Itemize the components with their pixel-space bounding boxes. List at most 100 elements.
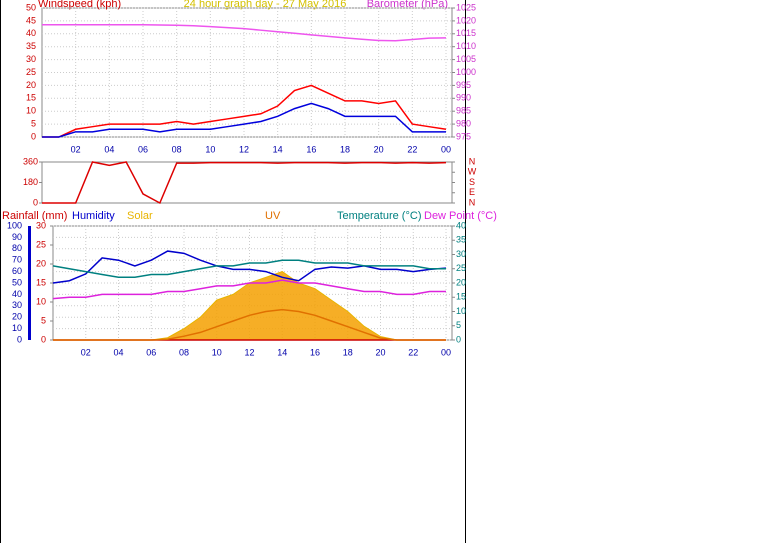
y-tick-label: 90 bbox=[12, 232, 22, 242]
x-tick-label: 02 bbox=[81, 347, 91, 357]
x-tick-label: 12 bbox=[239, 144, 249, 154]
x-tick-label: 04 bbox=[113, 347, 123, 357]
y-tick-label: 10 bbox=[12, 323, 22, 333]
x-tick-label: 16 bbox=[310, 347, 320, 357]
x-tick-label: 14 bbox=[273, 144, 283, 154]
y3-tick-label: 20 bbox=[36, 258, 46, 268]
y2-tick-label: 1020 bbox=[456, 15, 476, 25]
legend-label: Solar bbox=[127, 210, 153, 222]
x-tick-label: 18 bbox=[343, 347, 353, 357]
y2-tick-label: 30 bbox=[456, 249, 466, 259]
y2-tick-label: 10 bbox=[456, 306, 466, 316]
y2-tick-label: N bbox=[469, 156, 476, 166]
y-tick-label: 45 bbox=[26, 15, 36, 25]
y2-tick-label: 975 bbox=[456, 131, 471, 141]
y-tick-label: 360 bbox=[23, 156, 38, 166]
series-line bbox=[42, 161, 447, 205]
x-tick-label: 00 bbox=[441, 347, 451, 357]
y2-tick-label: 5 bbox=[456, 320, 461, 330]
y2-tick-label: S bbox=[469, 177, 475, 187]
y-tick-label: 80 bbox=[12, 243, 22, 253]
y2-tick-label: 35 bbox=[456, 235, 466, 245]
y2-tick-label: 0 bbox=[456, 334, 461, 344]
y-tick-label: 40 bbox=[12, 289, 22, 299]
y2-tick-label: E bbox=[469, 187, 475, 197]
y-tick-label: 20 bbox=[26, 80, 36, 90]
chart-title: 24 hour graph day - 27 May 2016 bbox=[184, 0, 347, 10]
x-tick-label: 18 bbox=[340, 144, 350, 154]
y3-tick-label: 15 bbox=[36, 277, 46, 287]
y-tick-label: 25 bbox=[26, 67, 36, 77]
x-tick-label: 10 bbox=[205, 144, 215, 154]
y-tick-label: 20 bbox=[12, 312, 22, 322]
series-line bbox=[42, 84, 447, 138]
y-tick-label: 70 bbox=[12, 255, 22, 265]
y2-tick-label: 1005 bbox=[456, 54, 476, 64]
y2-tick-label: 985 bbox=[456, 106, 471, 116]
y-tick-label: 50 bbox=[26, 2, 36, 12]
series-line bbox=[53, 308, 446, 341]
legend-label: Rainfall (mm) bbox=[2, 210, 67, 222]
y2-tick-label: 1025 bbox=[456, 2, 476, 12]
series-line bbox=[52, 250, 447, 284]
y2-tick-label: 15 bbox=[456, 292, 466, 302]
y-tick-label: 60 bbox=[12, 266, 22, 276]
x-tick-label: 16 bbox=[306, 144, 316, 154]
x-tick-label: 10 bbox=[212, 347, 222, 357]
y-tick-label: 5 bbox=[31, 118, 36, 128]
y-tick-label: 15 bbox=[26, 93, 36, 103]
y3-tick-label: 5 bbox=[41, 315, 46, 325]
x-tick-label: 22 bbox=[407, 144, 417, 154]
x-tick-label: 06 bbox=[146, 347, 156, 357]
y2-tick-label: 40 bbox=[456, 220, 466, 230]
y-tick-label: 30 bbox=[12, 300, 22, 310]
y-tick-label: 30 bbox=[26, 54, 36, 64]
y-tick-label: 0 bbox=[17, 334, 22, 344]
legend-label: Temperature (°C) bbox=[337, 210, 421, 222]
y-tick-label: 50 bbox=[12, 277, 22, 287]
y2-axis-label: Barometer (hPa) bbox=[367, 0, 448, 10]
y2-tick-label: 990 bbox=[456, 93, 471, 103]
x-tick-label: 00 bbox=[441, 144, 451, 154]
y2-tick-label: 995 bbox=[456, 80, 471, 90]
y-tick-label: 10 bbox=[26, 106, 36, 116]
series-line bbox=[52, 259, 446, 279]
legend-label: UV bbox=[265, 210, 281, 222]
y-axis-label: Windspeed (kph) bbox=[38, 0, 121, 10]
x-tick-label: 14 bbox=[277, 347, 287, 357]
y2-tick-label: N bbox=[469, 197, 476, 207]
y2-tick-label: 20 bbox=[456, 277, 466, 287]
rain-bar-axis bbox=[28, 226, 31, 340]
x-tick-label: 22 bbox=[408, 347, 418, 357]
y3-tick-label: 30 bbox=[36, 220, 46, 230]
y2-tick-label: 980 bbox=[456, 118, 471, 128]
y-tick-label: 0 bbox=[33, 197, 38, 207]
series-line bbox=[52, 279, 446, 300]
y2-tick-label: W bbox=[468, 167, 477, 177]
x-tick-label: 20 bbox=[375, 347, 385, 357]
plot-frame bbox=[41, 161, 453, 204]
x-tick-label: 20 bbox=[374, 144, 384, 154]
y2-tick-label: 25 bbox=[456, 263, 466, 273]
x-tick-label: 06 bbox=[138, 144, 148, 154]
series-line bbox=[42, 24, 447, 42]
x-tick-label: 04 bbox=[104, 144, 114, 154]
y3-tick-label: 0 bbox=[41, 334, 46, 344]
y-tick-label: 0 bbox=[31, 131, 36, 141]
legend-label: Humidity bbox=[72, 210, 115, 222]
y3-tick-label: 10 bbox=[36, 296, 46, 306]
y2-tick-label: 1000 bbox=[456, 67, 476, 77]
y-tick-label: 100 bbox=[7, 220, 22, 230]
y-tick-label: 180 bbox=[23, 177, 38, 187]
y2-tick-label: 1010 bbox=[456, 41, 476, 51]
x-tick-label: 08 bbox=[172, 144, 182, 154]
y-tick-label: 40 bbox=[26, 28, 36, 38]
x-tick-label: 12 bbox=[244, 347, 254, 357]
y2-tick-label: 1015 bbox=[456, 28, 476, 38]
x-tick-label: 02 bbox=[71, 144, 81, 154]
series-line bbox=[42, 102, 446, 138]
y-tick-label: 35 bbox=[26, 41, 36, 51]
x-tick-label: 08 bbox=[179, 347, 189, 357]
legend-label: Dew Point (°C) bbox=[424, 210, 497, 222]
